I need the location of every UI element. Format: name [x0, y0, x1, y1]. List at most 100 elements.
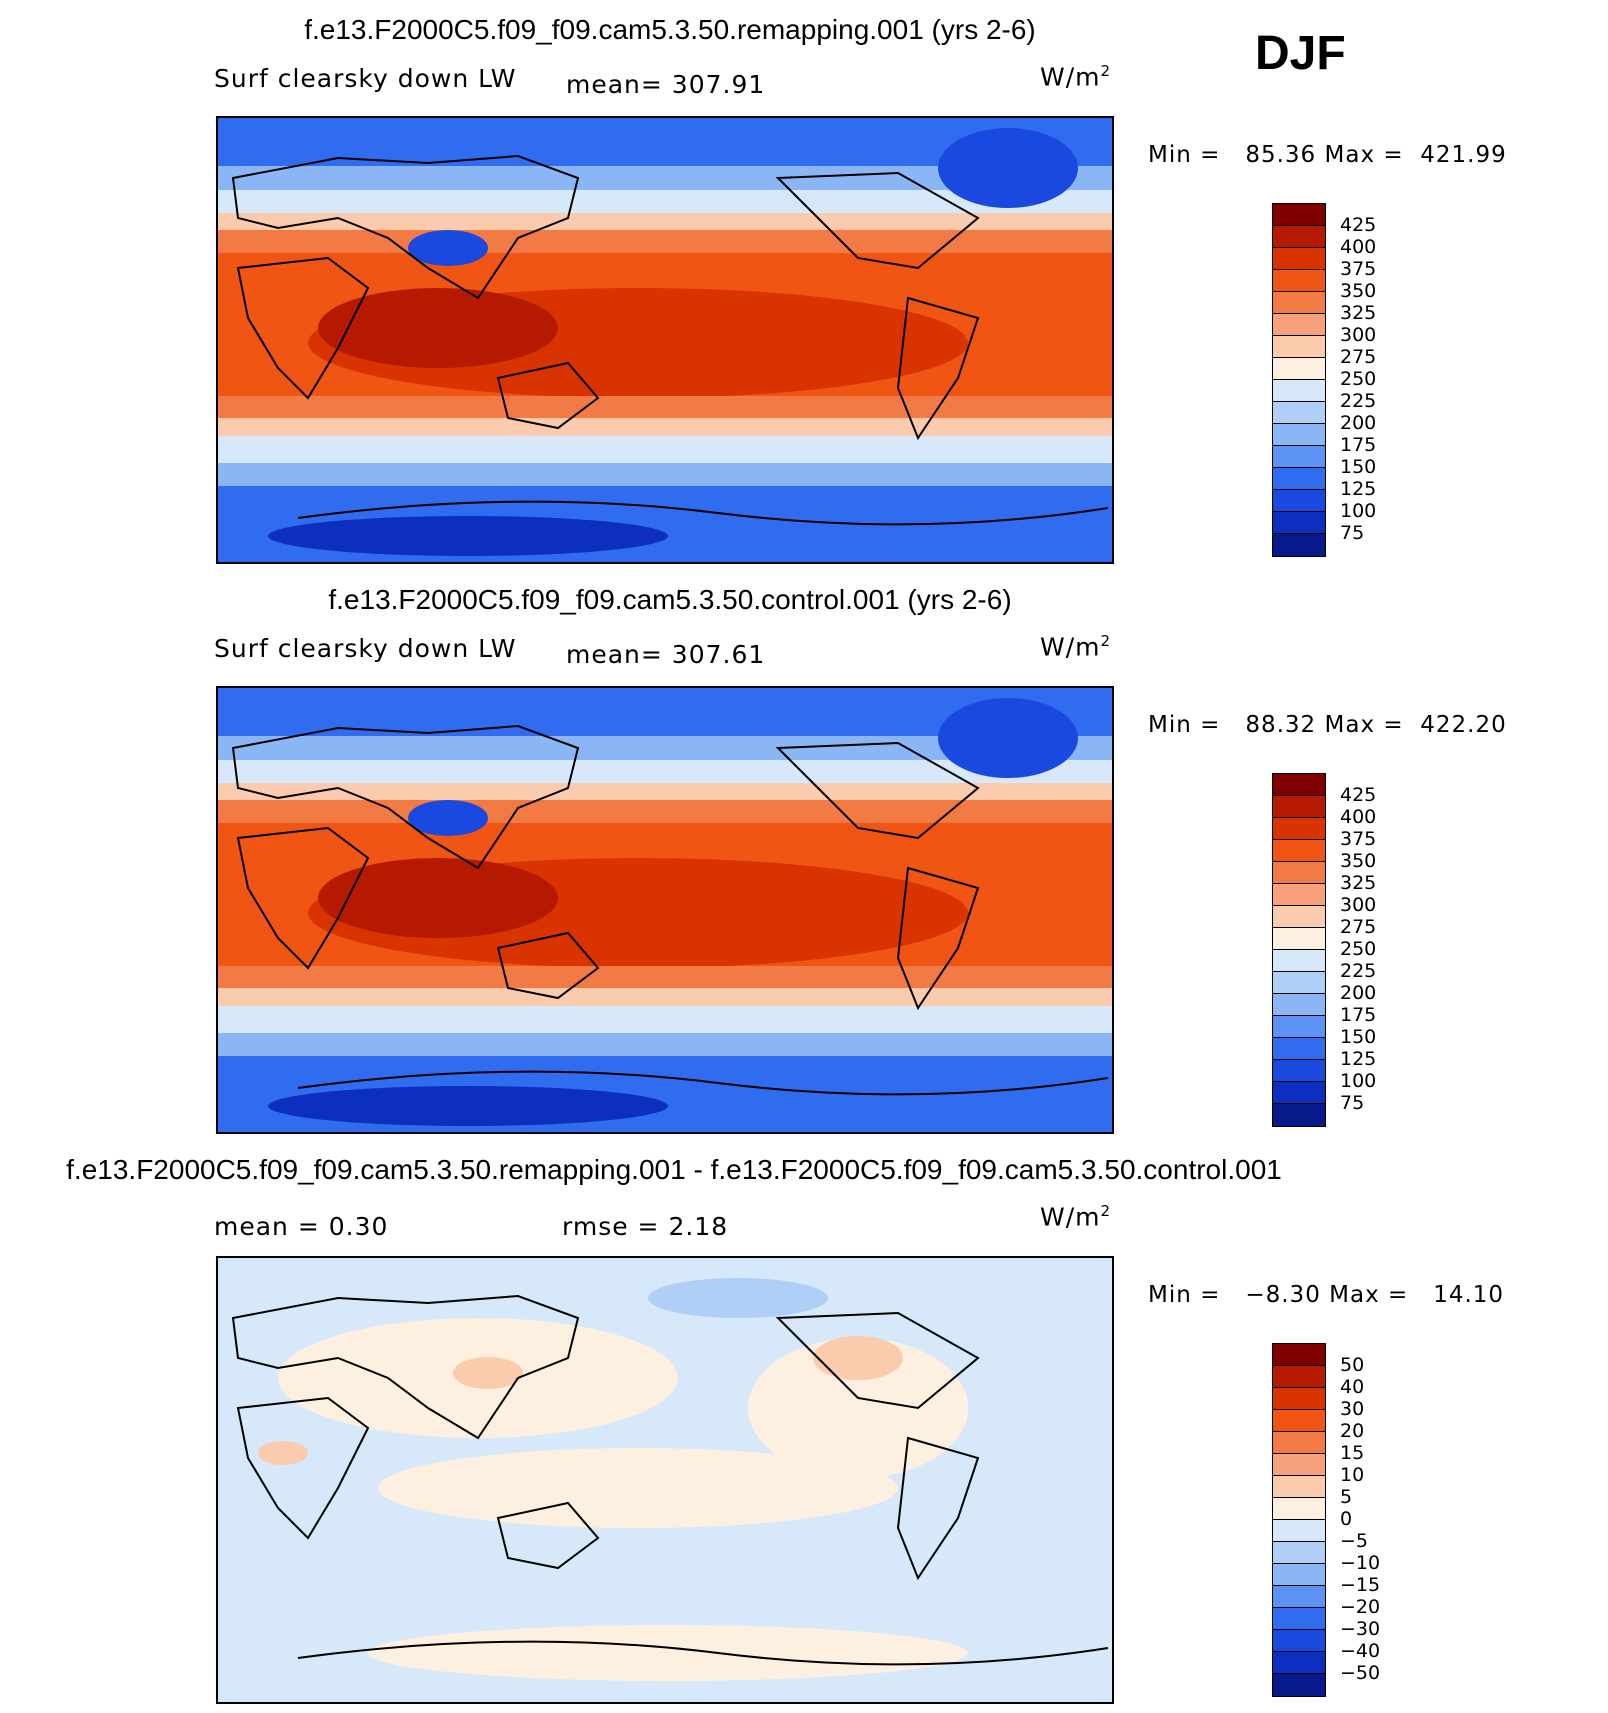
colorbar-swatch	[1273, 446, 1325, 468]
colorbar-swatch	[1273, 358, 1325, 380]
colorbar-swatch	[1273, 1060, 1325, 1082]
panel-3-mean-label: mean = 0.30	[214, 1212, 389, 1241]
colorbar-swatch	[1273, 424, 1325, 446]
colorbar-level-label: 30	[1340, 1398, 1365, 1420]
colorbar-swatch	[1273, 226, 1325, 248]
panel-3-rmse-label: rmse = 2.18	[562, 1212, 729, 1241]
colorbar-swatch	[1273, 1652, 1325, 1674]
colorbar-level-label: −40	[1340, 1640, 1381, 1662]
colorbar-swatch	[1273, 1410, 1325, 1432]
colorbar-swatch	[1273, 796, 1325, 818]
colorbar-swatch	[1273, 1454, 1325, 1476]
colorbar-level-label: 75	[1340, 522, 1365, 544]
colorbar-swatch	[1273, 1564, 1325, 1586]
colorbar-level-label: 225	[1340, 390, 1377, 412]
panel-2-colorbar	[1272, 773, 1326, 1127]
colorbar-swatch	[1273, 270, 1325, 292]
colorbar-swatch	[1273, 204, 1325, 226]
panel-1-colorbar	[1272, 203, 1326, 557]
colorbar-swatch	[1273, 950, 1325, 972]
colorbar-level-label: 425	[1340, 784, 1377, 806]
colorbar-level-label: 200	[1340, 412, 1377, 434]
panel-2-title: f.e13.F2000C5.f09_f09.cam5.3.50.control.…	[328, 584, 1012, 615]
panel-1-map	[216, 116, 1114, 564]
colorbar-level-label: 350	[1340, 280, 1377, 302]
colorbar-swatch	[1273, 402, 1325, 424]
colorbar-swatch	[1273, 1542, 1325, 1564]
panel-2-minmax: Min = 88.32 Max = 422.20	[1148, 712, 1507, 738]
colorbar-level-label: 150	[1340, 456, 1377, 478]
colorbar-swatch	[1273, 534, 1325, 556]
colorbar-swatch	[1273, 1344, 1325, 1366]
colorbar-level-label: 175	[1340, 1004, 1377, 1026]
panel-2-map	[216, 686, 1114, 1134]
colorbar-swatch	[1273, 1674, 1325, 1696]
colorbar-level-label: 375	[1340, 258, 1377, 280]
colorbar-level-label: 125	[1340, 1048, 1377, 1070]
colorbar-level-label: 40	[1340, 1376, 1365, 1398]
colorbar-level-label: 100	[1340, 500, 1377, 522]
colorbar-level-label: 200	[1340, 982, 1377, 1004]
panel-3-colorbar	[1272, 1343, 1326, 1697]
colorbar-level-label: 350	[1340, 850, 1377, 872]
panel-3-map	[216, 1256, 1114, 1704]
colorbar-swatch	[1273, 884, 1325, 906]
colorbar-swatch	[1273, 1388, 1325, 1410]
colorbar-level-label: −10	[1340, 1552, 1381, 1574]
colorbar-swatch	[1273, 1038, 1325, 1060]
colorbar-level-label: 5	[1340, 1486, 1353, 1508]
colorbar-level-label: 325	[1340, 872, 1377, 894]
colorbar-swatch	[1273, 862, 1325, 884]
colorbar-level-label: 300	[1340, 324, 1377, 346]
panel-1-units: W/m2	[1040, 62, 1112, 92]
colorbar-level-label: 100	[1340, 1070, 1377, 1092]
colorbar-level-label: 50	[1340, 1354, 1365, 1376]
colorbar-level-label: 250	[1340, 368, 1377, 390]
colorbar-swatch	[1273, 1630, 1325, 1652]
colorbar-swatch	[1273, 972, 1325, 994]
colorbar-swatch	[1273, 818, 1325, 840]
colorbar-swatch	[1273, 1104, 1325, 1126]
colorbar-level-label: 375	[1340, 828, 1377, 850]
panel-1-mean-label: mean= 307.91	[566, 70, 766, 99]
colorbar-swatch	[1273, 774, 1325, 796]
colorbar-level-label: 325	[1340, 302, 1377, 324]
colorbar-level-label: 175	[1340, 434, 1377, 456]
panel-3-minmax: Min = −8.30 Max = 14.10	[1148, 1282, 1505, 1308]
colorbar-level-label: 150	[1340, 1026, 1377, 1048]
colorbar-swatch	[1273, 1498, 1325, 1520]
colorbar-swatch	[1273, 994, 1325, 1016]
colorbar-swatch	[1273, 292, 1325, 314]
colorbar-level-label: 125	[1340, 478, 1377, 500]
colorbar-level-label: 250	[1340, 938, 1377, 960]
colorbar-level-label: 425	[1340, 214, 1377, 236]
colorbar-swatch	[1273, 380, 1325, 402]
colorbar-swatch	[1273, 840, 1325, 862]
colorbar-level-label: −50	[1340, 1662, 1381, 1684]
panel-1-variable-label: Surf clearsky down LW	[214, 64, 517, 93]
colorbar-level-label: −20	[1340, 1596, 1381, 1618]
colorbar-level-label: 0	[1340, 1508, 1353, 1530]
panel-2-variable-label: Surf clearsky down LW	[214, 634, 517, 663]
colorbar-level-label: 275	[1340, 916, 1377, 938]
colorbar-swatch	[1273, 1366, 1325, 1388]
colorbar-swatch	[1273, 336, 1325, 358]
panel-1-minmax: Min = 85.36 Max = 421.99	[1148, 142, 1507, 168]
colorbar-swatch	[1273, 512, 1325, 534]
colorbar-swatch	[1273, 248, 1325, 270]
panel-3-units: W/m2	[1040, 1202, 1112, 1232]
colorbar-swatch	[1273, 468, 1325, 490]
colorbar-level-label: 400	[1340, 806, 1377, 828]
colorbar-level-label: −30	[1340, 1618, 1381, 1640]
colorbar-level-label: 275	[1340, 346, 1377, 368]
colorbar-swatch	[1273, 490, 1325, 512]
colorbar-swatch	[1273, 1476, 1325, 1498]
colorbar-level-label: 300	[1340, 894, 1377, 916]
season-label: DJF	[1255, 27, 1346, 80]
colorbar-swatch	[1273, 1016, 1325, 1038]
colorbar-level-label: −15	[1340, 1574, 1381, 1596]
colorbar-swatch	[1273, 1520, 1325, 1542]
colorbar-swatch	[1273, 1586, 1325, 1608]
colorbar-swatch	[1273, 1432, 1325, 1454]
colorbar-level-label: 225	[1340, 960, 1377, 982]
